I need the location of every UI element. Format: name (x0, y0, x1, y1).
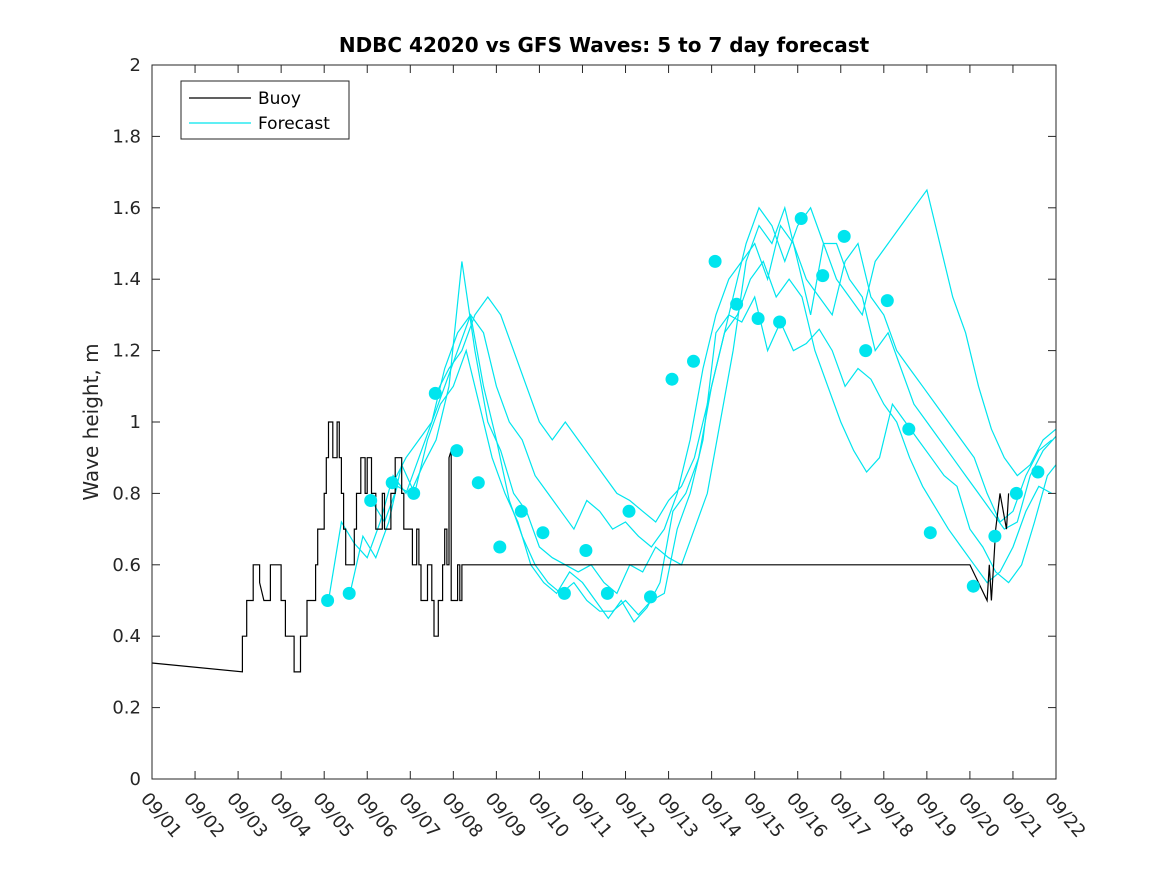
forecast-marker (751, 312, 765, 325)
forecast-marker (966, 579, 980, 593)
forecast-marker (450, 444, 464, 458)
buoy-line (151, 421, 1010, 673)
forecast-marker (493, 540, 507, 554)
forecast-marker (514, 504, 528, 518)
forecast-marker (988, 529, 1002, 543)
forecast-marker (708, 254, 722, 268)
forecast-marker (428, 386, 442, 400)
forecast-marker (773, 315, 787, 329)
forecast-marker (385, 476, 399, 490)
y-tick-label: 0.2 (112, 698, 141, 719)
series-layer (151, 188, 1057, 673)
marker-layer (321, 212, 1045, 607)
forecast-line-1 (327, 295, 1052, 616)
y-tick-label: 2 (130, 55, 141, 76)
y-axis-label: Wave height, m (79, 343, 103, 500)
forecast-marker (622, 504, 636, 518)
y-tick-label: 1.2 (112, 341, 141, 362)
legend-entry-label: Forecast (258, 114, 330, 134)
forecast-marker (557, 586, 571, 600)
plot-background (152, 65, 1056, 779)
legend: Buoy Forecast (180, 80, 350, 140)
forecast-marker (536, 526, 550, 540)
y-tick-label: 0.6 (112, 555, 141, 576)
forecast-marker (794, 212, 808, 225)
forecast-marker (1009, 486, 1023, 500)
plot-area (152, 65, 1056, 779)
forecast-marker (644, 590, 657, 604)
forecast-line-2 (349, 260, 1057, 623)
forecast-marker (600, 586, 614, 600)
chart-title: NDBC 42020 vs GFS Waves: 5 to 7 day fore… (339, 33, 870, 57)
y-tick-label: 1 (130, 412, 141, 433)
forecast-marker (579, 544, 593, 557)
forecast-marker (687, 354, 700, 368)
forecast-marker (321, 594, 335, 607)
forecast-marker (665, 372, 679, 386)
y-tick-label: 1.6 (112, 198, 141, 219)
forecast-marker (837, 229, 851, 243)
forecast-marker (407, 486, 421, 500)
y-tick-label: 0.8 (112, 483, 141, 504)
legend-entry-label: Buoy (258, 89, 301, 109)
forecast-marker (880, 294, 894, 308)
forecast-line-5 (435, 188, 1057, 523)
forecast-marker (816, 269, 830, 283)
y-tick-label: 0 (130, 769, 141, 790)
legend-box (180, 80, 350, 140)
forecast-marker (364, 494, 378, 507)
forecast-marker (1031, 465, 1045, 479)
forecast-marker (471, 476, 485, 490)
forecast-line-4 (392, 224, 1053, 548)
forecast-marker (342, 586, 356, 600)
forecast-marker (859, 344, 873, 358)
y-tick-label: 0.4 (112, 626, 141, 647)
y-tick-label: 1.8 (112, 126, 141, 147)
y-tick-label: 1.4 (112, 269, 141, 290)
forecast-line-3 (370, 205, 1057, 595)
forecast-marker (902, 422, 916, 436)
forecast-marker (730, 297, 744, 311)
forecast-marker (923, 526, 937, 540)
